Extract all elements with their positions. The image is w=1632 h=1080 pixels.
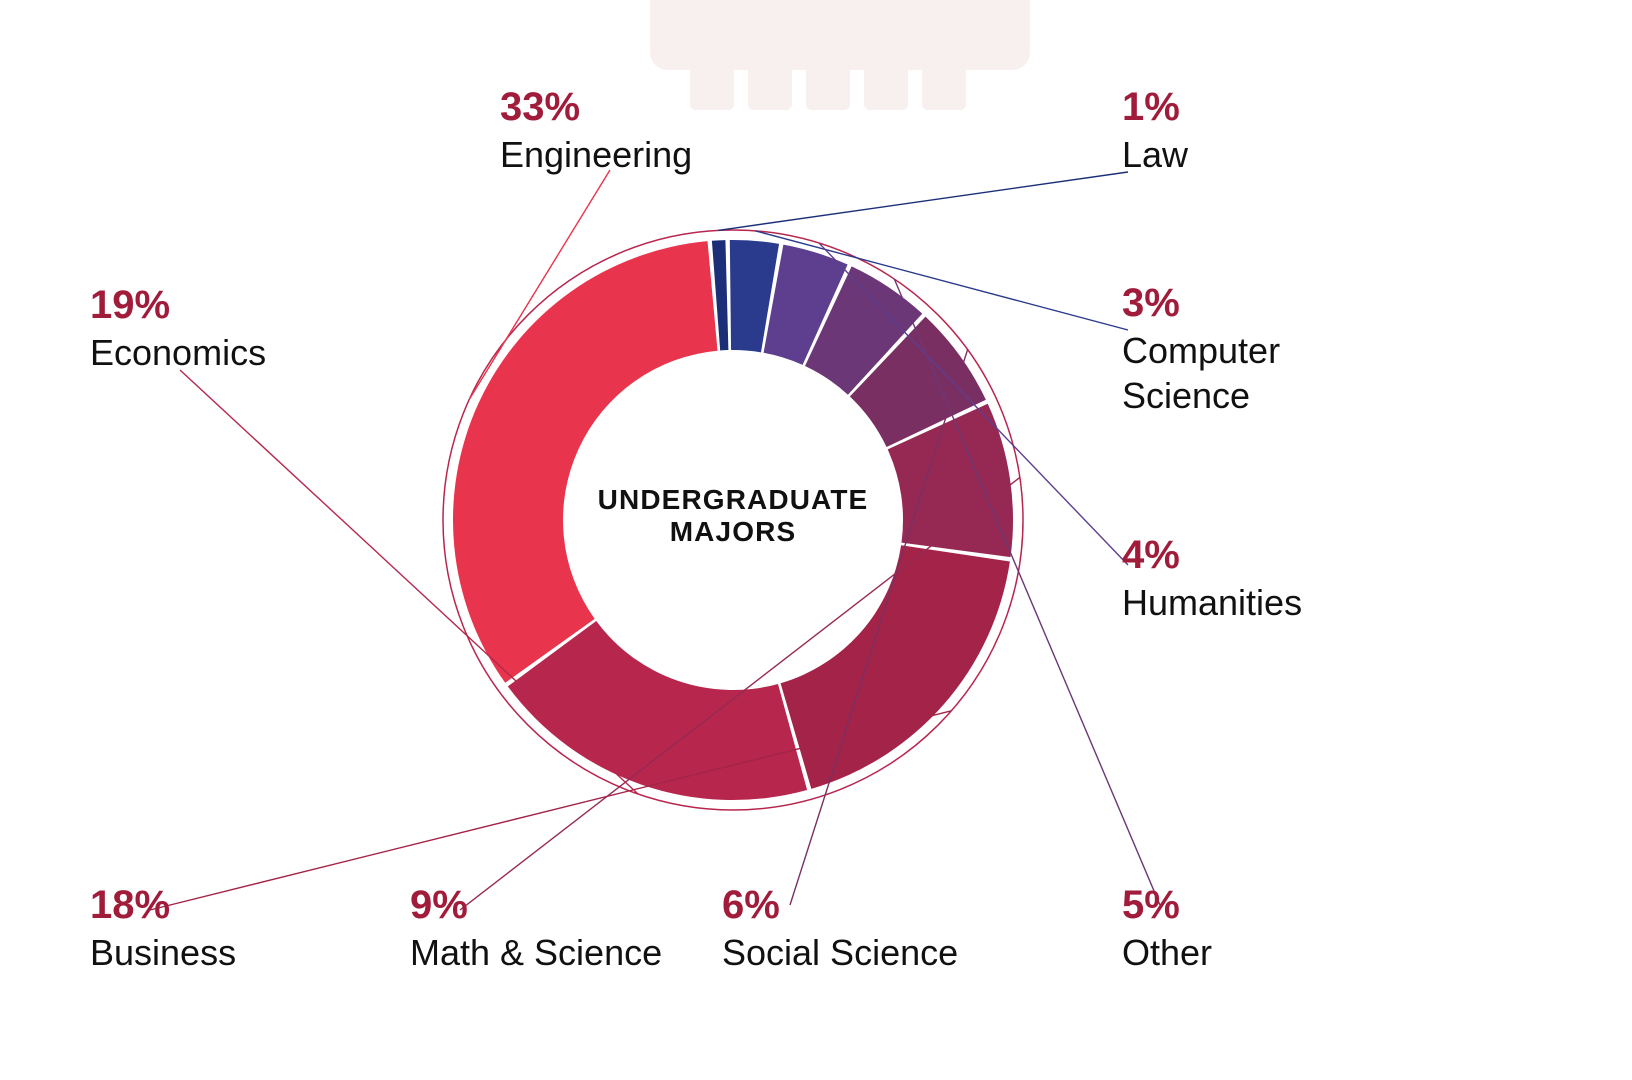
label-pct-other: 5% <box>1122 880 1212 930</box>
decor-top <box>650 0 1030 110</box>
label-pct-humanities: 4% <box>1122 530 1302 580</box>
label-social-science: 6%Social Science <box>722 880 958 975</box>
label-name-law: Law <box>1122 132 1188 177</box>
center-title-line1: UNDERGRADUATE <box>573 484 893 516</box>
label-pct-law: 1% <box>1122 82 1188 132</box>
label-name-business: Business <box>90 930 236 975</box>
center-title: UNDERGRADUATE MAJORS <box>573 484 893 548</box>
leader-law <box>718 172 1128 230</box>
label-pct-computer-science: 3% <box>1122 278 1280 328</box>
label-pct-economics: 19% <box>90 280 266 330</box>
center-title-line2: MAJORS <box>573 516 893 548</box>
label-math-science: 9%Math & Science <box>410 880 662 975</box>
label-pct-business: 18% <box>90 880 236 930</box>
chart-stage: UNDERGRADUATE MAJORS 33%Engineering 1%Law… <box>0 0 1632 1080</box>
label-name-other: Other <box>1122 930 1212 975</box>
label-engineering: 33%Engineering <box>500 82 692 177</box>
label-name-engineering: Engineering <box>500 132 692 177</box>
label-name-math-science: Math & Science <box>410 930 662 975</box>
label-other: 5%Other <box>1122 880 1212 975</box>
label-name-humanities: Humanities <box>1122 580 1302 625</box>
label-economics: 19%Economics <box>90 280 266 375</box>
label-humanities: 4%Humanities <box>1122 530 1302 625</box>
label-business: 18%Business <box>90 880 236 975</box>
label-name-computer-science: Computer Science <box>1122 328 1280 418</box>
label-name-economics: Economics <box>90 330 266 375</box>
label-computer-science: 3%Computer Science <box>1122 278 1280 418</box>
label-pct-social-science: 6% <box>722 880 958 930</box>
label-name-social-science: Social Science <box>722 930 958 975</box>
label-pct-math-science: 9% <box>410 880 662 930</box>
label-pct-engineering: 33% <box>500 82 692 132</box>
label-law: 1%Law <box>1122 82 1188 177</box>
